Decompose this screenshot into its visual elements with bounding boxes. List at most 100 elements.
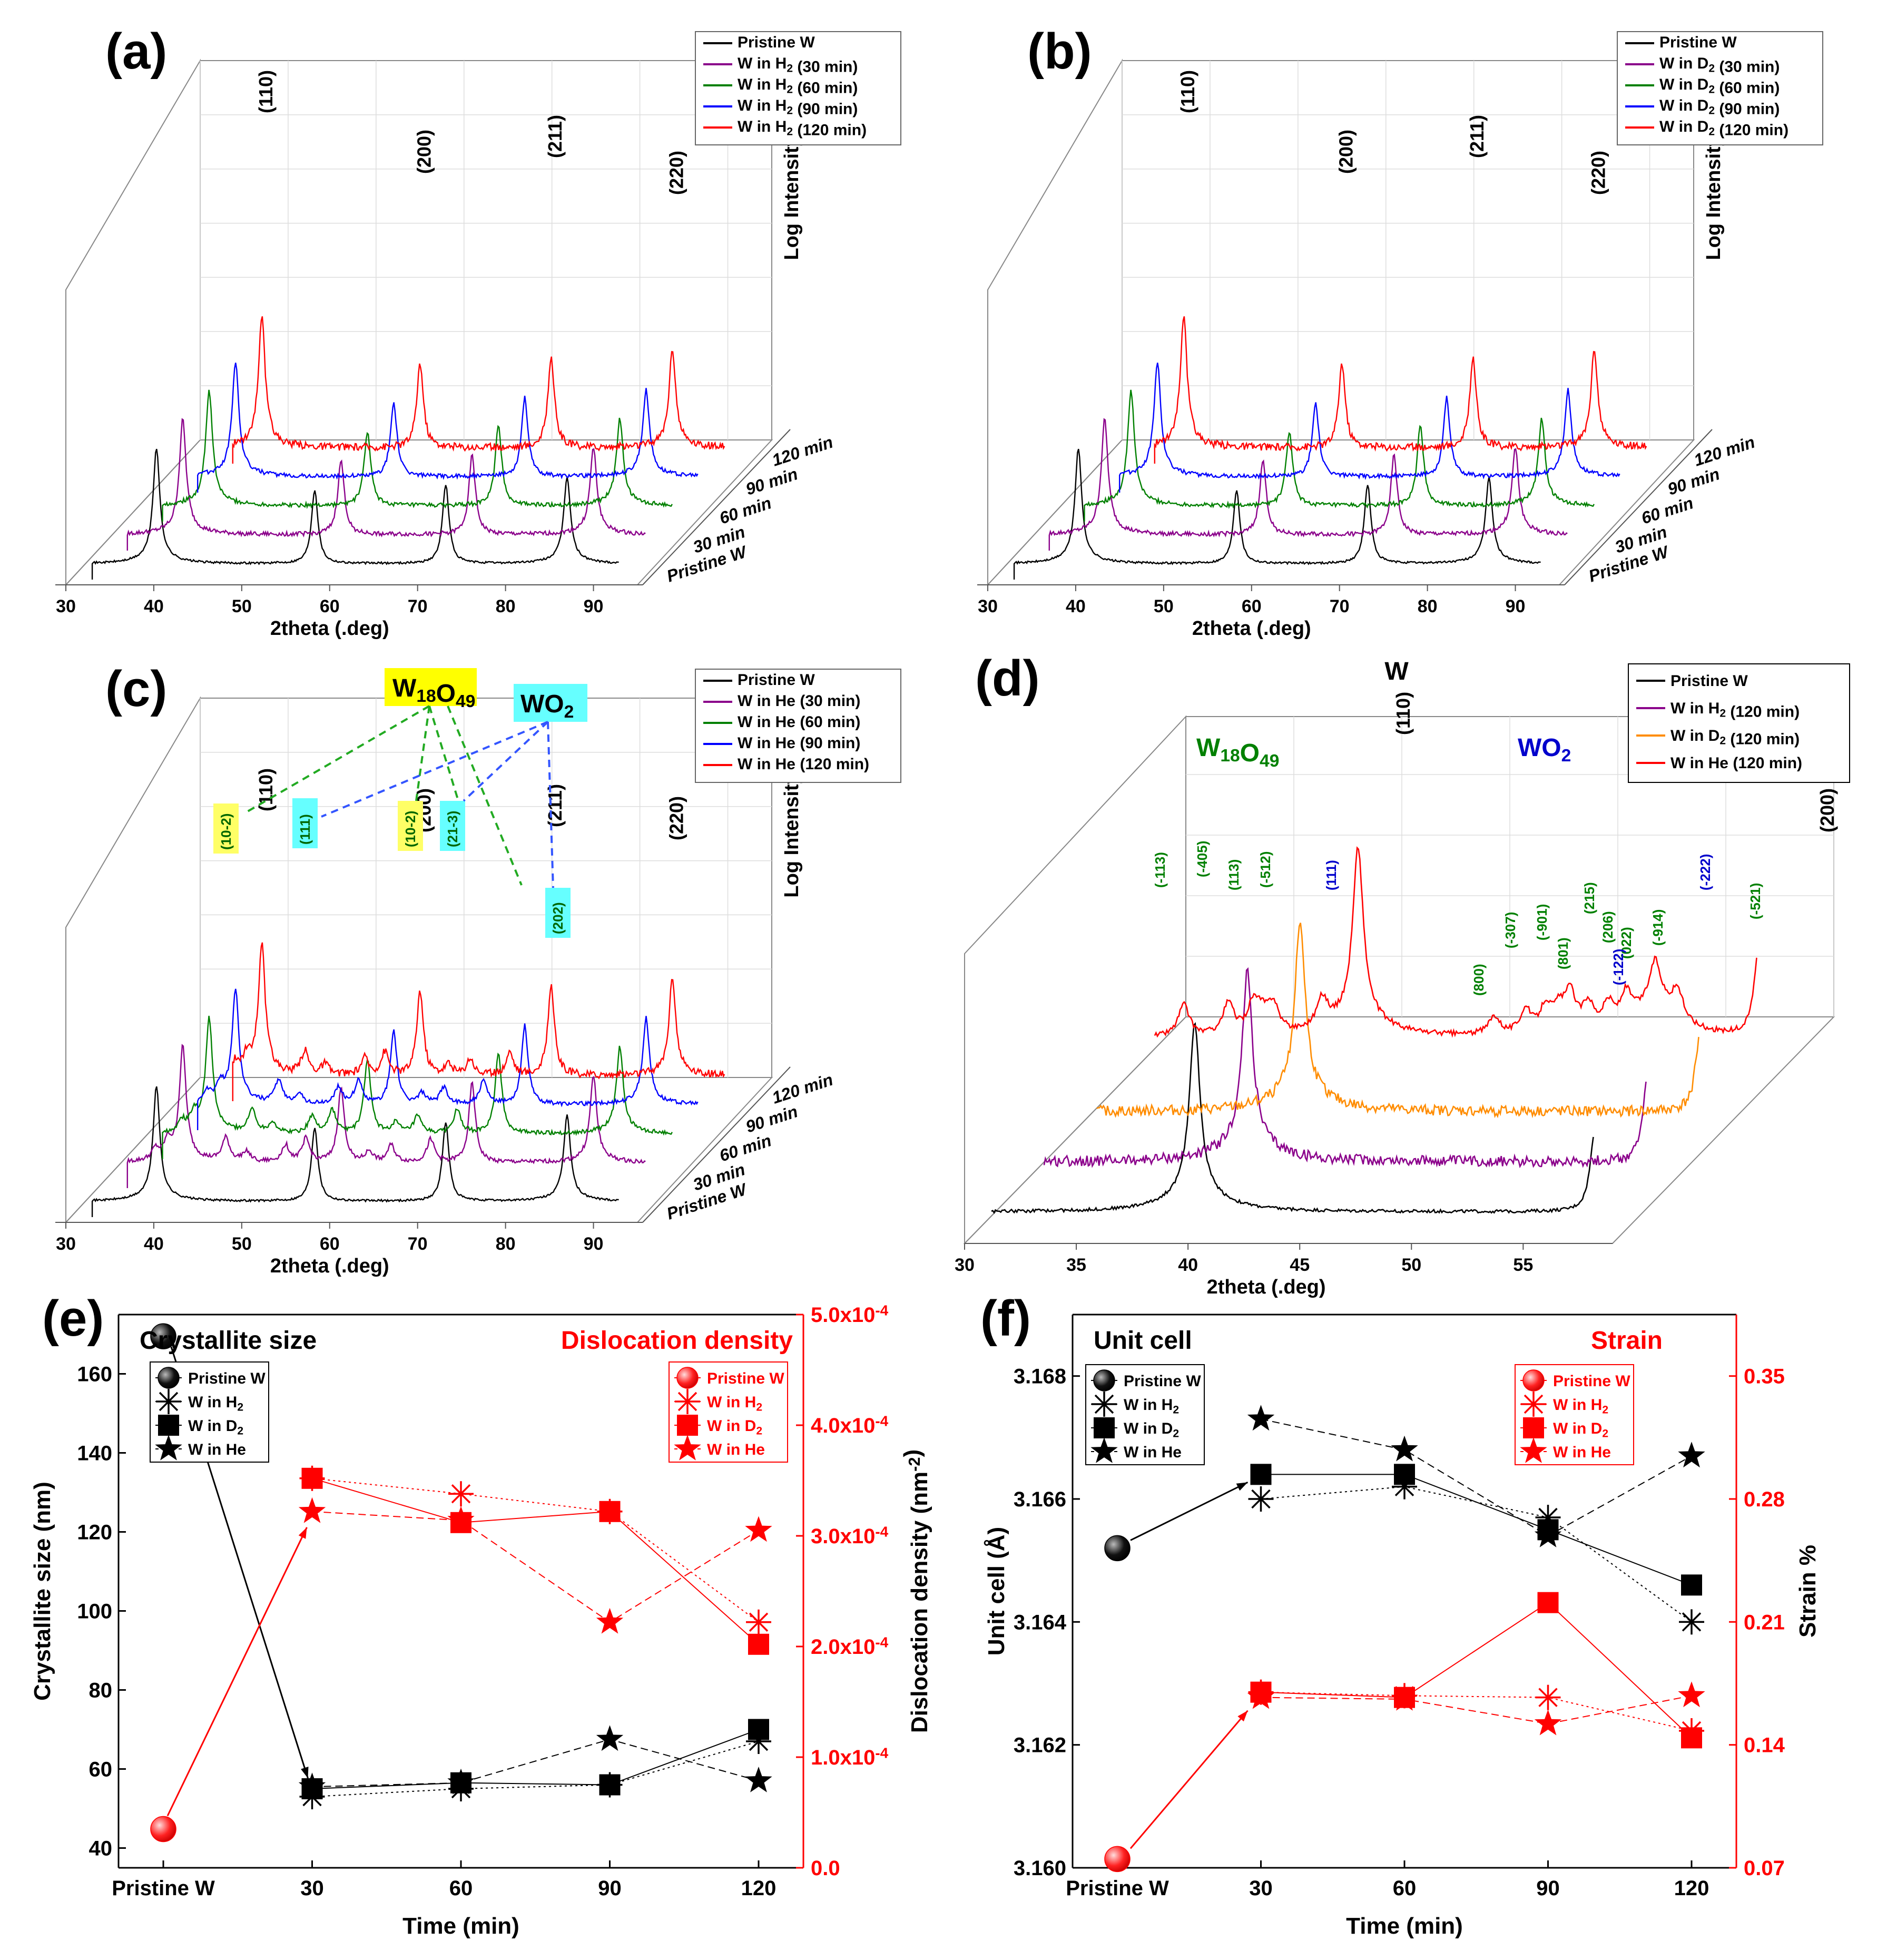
marker-sphere xyxy=(1104,1846,1131,1873)
series-line xyxy=(1261,1418,1692,1537)
y2-tick-label: 5.0x10-4 xyxy=(811,1302,889,1327)
y-tick-label: 3.166 xyxy=(1014,1488,1066,1511)
trace-0 xyxy=(91,448,619,580)
trace-1 xyxy=(1048,418,1568,551)
right-title: Strain xyxy=(1591,1327,1663,1355)
x-tick-label: 40 xyxy=(144,1234,164,1254)
y2-tick-label: 0.35 xyxy=(1744,1365,1785,1388)
legend-box xyxy=(1617,31,1823,145)
x-tick-label: 70 xyxy=(408,1234,428,1254)
x-tick-label: 60 xyxy=(320,1234,340,1254)
x-axis-title: 2theta (.deg) xyxy=(1207,1276,1326,1298)
annotation-arrow xyxy=(547,721,554,888)
marker-square xyxy=(1394,1464,1415,1485)
marker-star xyxy=(155,1435,182,1461)
y2-tick-label: 0.14 xyxy=(1744,1734,1785,1757)
x-tick-label: 30 xyxy=(1249,1877,1273,1900)
legend-entry: W in D2 xyxy=(1124,1420,1179,1439)
x-tick-label: 40 xyxy=(1066,596,1086,616)
hkl-green: (022) xyxy=(1618,927,1634,959)
legend-entry: W in He (30 min) xyxy=(738,692,860,710)
left-wall xyxy=(65,58,201,586)
hkl-box xyxy=(213,803,239,854)
panel-d: 30 35 40 45 50 55 2theta (.deg) (d) W18O49 WO2 W (1… xyxy=(938,638,1877,1298)
hkl-label: (202) xyxy=(550,902,566,934)
hkl-green: (113) xyxy=(1226,859,1242,890)
peak-200: (200) xyxy=(1816,788,1838,832)
y-tick-label: 140 xyxy=(77,1442,112,1465)
panel-label: (b) xyxy=(1027,23,1092,80)
marker-square xyxy=(677,1415,698,1436)
marker-asterisk xyxy=(1092,1391,1117,1417)
x-tick-label: Pristine W xyxy=(112,1877,215,1900)
marker-star xyxy=(1534,1522,1562,1547)
slice-label: 60 min xyxy=(717,1131,774,1165)
x-tick-label: 90 xyxy=(584,1234,604,1254)
hkl-green: (-521) xyxy=(1747,883,1763,919)
trace-1 xyxy=(126,418,646,551)
x-axis-title: Time (min) xyxy=(402,1913,519,1939)
marker-square xyxy=(599,1501,621,1522)
marker-sphere xyxy=(676,1367,699,1389)
legend-left: Pristine W W in H2 W in D2 W in He xyxy=(1085,1364,1205,1465)
y2-tick-label: 1.0x10-4 xyxy=(811,1745,889,1769)
y2-tick-label: 4.0x10-4 xyxy=(811,1413,889,1437)
w-label: W xyxy=(1384,658,1409,685)
legend-right: Pristine W W in H2 W in D2 W in He xyxy=(669,1361,788,1463)
hkl-label: (10-2) xyxy=(402,811,418,847)
arrow-left-head xyxy=(301,1767,309,1778)
series-line xyxy=(1261,1695,1692,1724)
x-tick-label: Pristine W xyxy=(1066,1877,1169,1900)
legend: Pristine W W in H2 (120 min) W in D2 (120 … xyxy=(1628,663,1850,783)
y-tick-label: 60 xyxy=(89,1758,113,1781)
y-tick-label: 3.162 xyxy=(1014,1734,1066,1757)
y-tick-label: 3.160 xyxy=(1014,1857,1066,1880)
peak-label: (110) xyxy=(255,768,277,811)
legend-entry: W in D2 (60 min) xyxy=(1659,76,1780,96)
hkl-green: (-512) xyxy=(1257,851,1273,888)
marker-star xyxy=(1534,1709,1562,1736)
legend-entry: W in H2 (120 min) xyxy=(738,118,867,139)
y-tick-label: 160 xyxy=(77,1363,112,1386)
x-tick-label: 50 xyxy=(232,596,252,616)
peak-label: (211) xyxy=(544,784,566,827)
y-tick-label: 3.164 xyxy=(1014,1611,1067,1634)
legend-entry: W in He xyxy=(1124,1444,1182,1461)
floor xyxy=(64,439,773,585)
series-line xyxy=(1261,1474,1692,1586)
panel-a: 30 40 50 60 70 80 90 2theta (.deg) Pristine W 30 … xyxy=(0,0,938,640)
series-line xyxy=(312,1511,759,1623)
x-axis-title: Time (min) xyxy=(1346,1913,1463,1939)
marker-star xyxy=(1391,1435,1418,1462)
marker-sphere xyxy=(158,1367,180,1389)
marker-star xyxy=(298,1497,326,1523)
annotation-arrow xyxy=(321,721,548,818)
marker-asterisk xyxy=(1248,1486,1274,1512)
marker-square xyxy=(1537,1592,1559,1613)
slice-label: 120 min xyxy=(770,1070,835,1108)
marker-square xyxy=(1681,1574,1702,1596)
right-title: Dislocation density xyxy=(561,1327,793,1355)
hkl-blue: (-122) xyxy=(1610,949,1626,985)
legend-entry: W in D2 (120 min) xyxy=(1659,118,1788,139)
marker-square xyxy=(1250,1464,1272,1485)
slice-axis xyxy=(1564,429,1713,585)
left-wall xyxy=(65,696,201,1224)
panel-label: (a) xyxy=(105,23,167,80)
y2-tick-label: 0.0 xyxy=(811,1857,840,1880)
series-line xyxy=(312,1477,759,1623)
legend-entry: Pristine W xyxy=(707,1370,784,1387)
x-tick-label: 40 xyxy=(1178,1255,1198,1275)
trace-2 xyxy=(162,389,673,522)
legend-entry: Pristine W xyxy=(738,671,815,689)
back-wall xyxy=(200,698,772,1078)
marker-asterisk xyxy=(1679,1609,1704,1635)
left-title: Unit cell xyxy=(1094,1327,1192,1355)
legend-entry: W in D2 (30 min) xyxy=(1659,55,1780,75)
trace-1 xyxy=(1043,967,1647,1169)
panel-label: (c) xyxy=(105,661,167,717)
asterisk-stroke xyxy=(451,1484,471,1504)
legend-entry: Pristine W xyxy=(1670,672,1748,690)
legend-entry: W in D2 (90 min) xyxy=(1659,97,1780,117)
series-line xyxy=(312,1729,759,1789)
